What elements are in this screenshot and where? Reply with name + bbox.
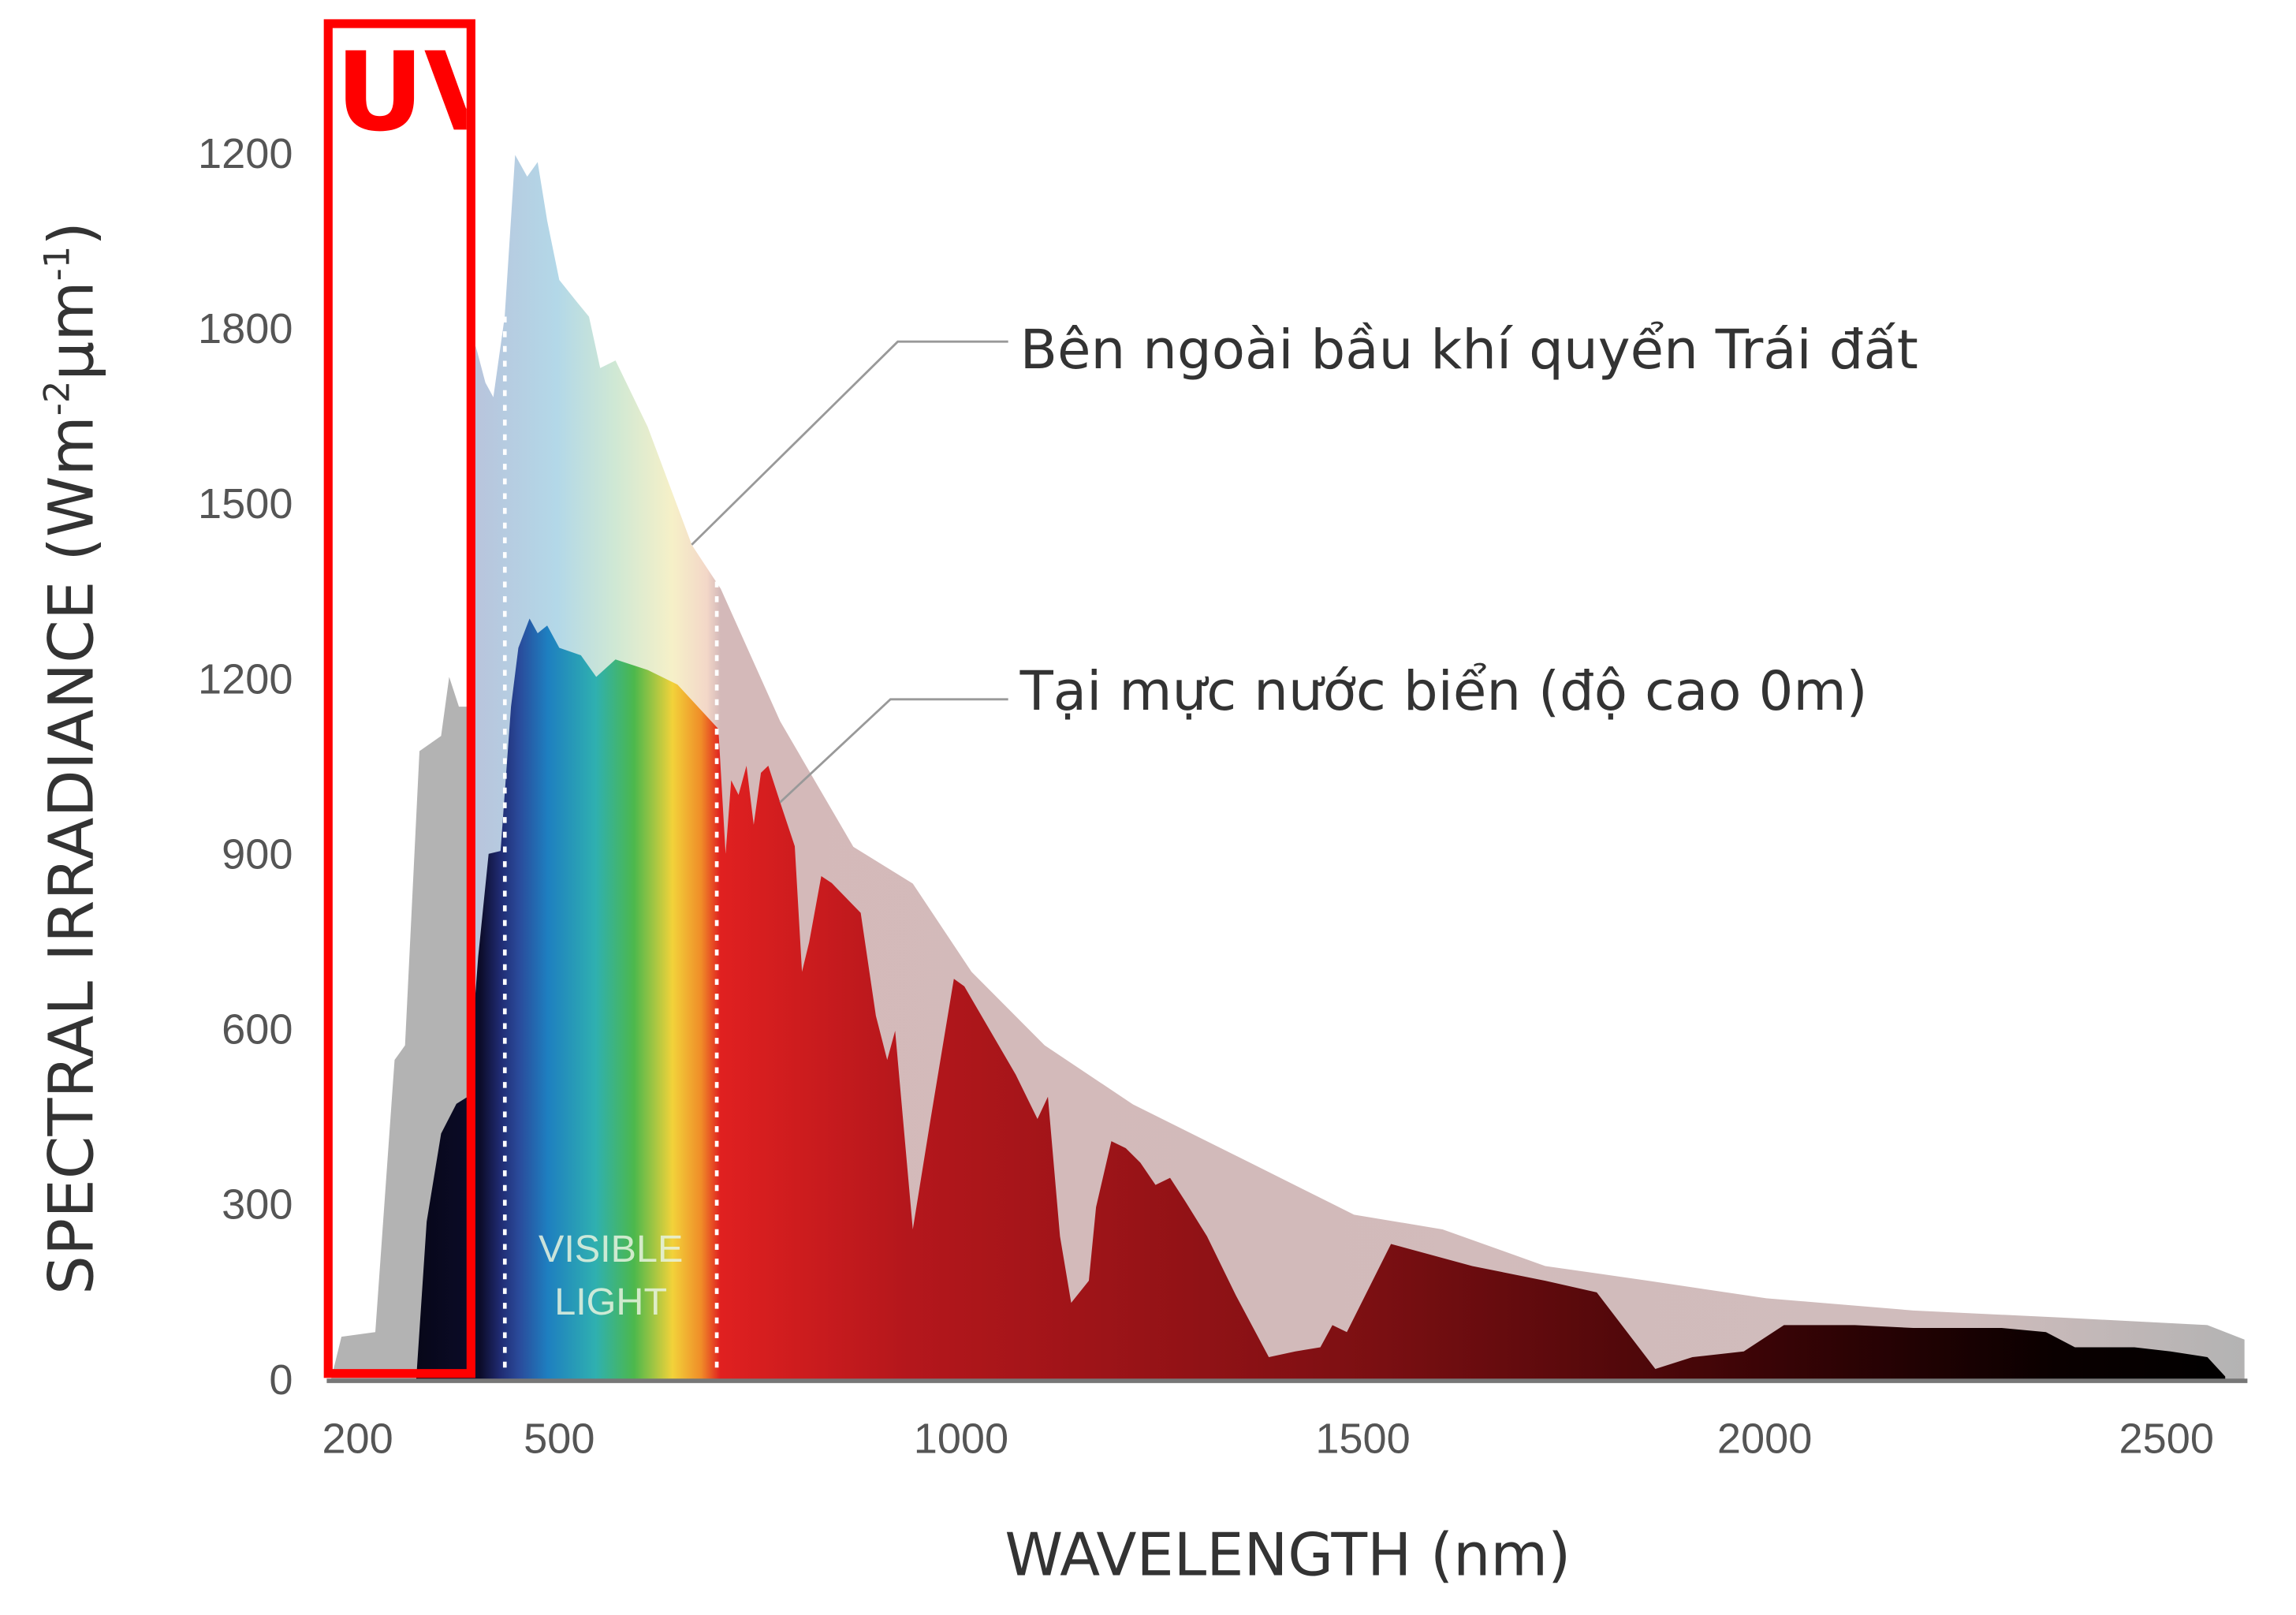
- sea-level-label: Tại mực nước biển (độ cao 0m): [1019, 660, 1868, 723]
- y-tick-label: 900: [222, 830, 293, 878]
- uv-label: UV: [336, 28, 509, 155]
- y-axis-title: SPECTRAL IRRADIANCE (Wm-2µm-1): [36, 222, 108, 1295]
- x-tick-label: 2500: [2119, 1415, 2214, 1463]
- y-tick-label: 0: [269, 1356, 293, 1404]
- x-tick-label: 200: [322, 1415, 393, 1463]
- plot-area: [330, 155, 2245, 1380]
- outer-atmosphere-label: Bên ngoài bầu khí quyển Trái đất: [1020, 319, 1918, 382]
- x-tick-label: 1000: [914, 1415, 1008, 1463]
- uv-highlight-box: [323, 19, 475, 1378]
- sea-level-area: [416, 618, 2226, 1380]
- visible-light-label-line2: LIGHT: [554, 1281, 667, 1323]
- visible-light-label-line1: VISIBLE: [539, 1228, 683, 1270]
- x-tick-label: 500: [524, 1415, 594, 1463]
- x-tick-label: 2000: [1717, 1415, 1812, 1463]
- y-tick-label: 1200: [198, 130, 293, 177]
- x-tick-label: 1500: [1315, 1415, 1410, 1463]
- y-tick-label: 1500: [198, 480, 293, 528]
- outer-annotation-leader: [691, 340, 1008, 546]
- y-tick-label: 1800: [198, 305, 293, 352]
- y-tick-label: 300: [222, 1181, 293, 1229]
- y-tick-label: 600: [222, 1006, 293, 1054]
- sea-annotation-leader: [779, 698, 1008, 804]
- y-tick-label: 1200: [198, 655, 293, 703]
- x-axis-title: WAVELENGTH (nm): [1004, 1520, 1571, 1589]
